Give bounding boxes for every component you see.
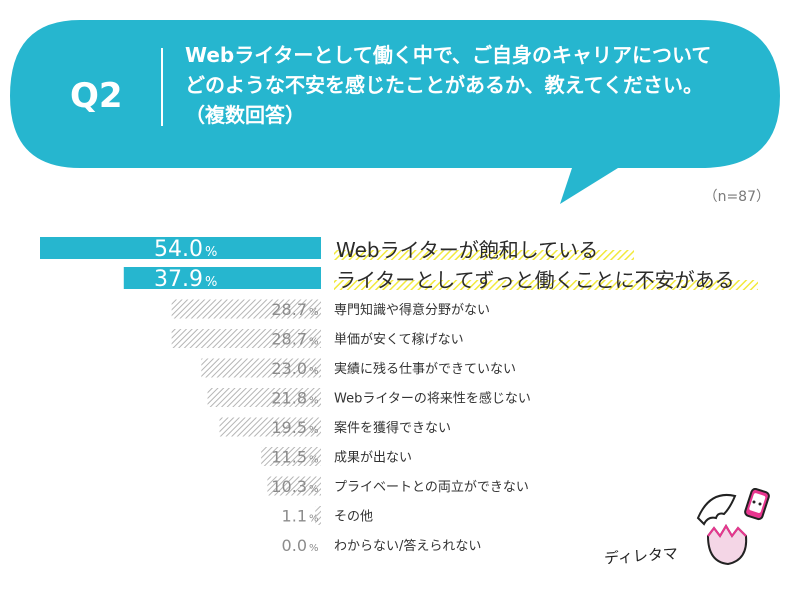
value-unit-3: % (309, 337, 319, 348)
category-label-8: プライベートとの両立ができない (334, 480, 529, 495)
bar-5 (207, 388, 321, 407)
category-label-5: Webライターの将来性を感じない (334, 391, 531, 407)
value-unit-5: % (309, 396, 319, 407)
bar-4 (201, 358, 321, 378)
category-label-4: 実績に残る仕事ができていない (334, 361, 516, 377)
speech-bubble (10, 20, 780, 204)
bar-0 (40, 237, 321, 259)
bar-6 (219, 417, 321, 437)
value-label-8: 10.3 (271, 477, 307, 496)
category-label-1: ライターとしてずっと働くことに不安がある (336, 268, 735, 292)
bar-3 (171, 329, 321, 348)
value-unit-0: % (205, 245, 217, 260)
bar-8 (267, 476, 321, 496)
category-label-2: 専門知識や得意分野がない (334, 302, 490, 318)
value-label-1: 37.9 (154, 267, 203, 292)
value-unit-6: % (309, 425, 319, 436)
value-label-5: 21.8 (271, 389, 307, 408)
bar-9 (315, 506, 321, 525)
question-divider (161, 48, 163, 126)
value-unit-10: % (309, 543, 319, 554)
category-label-6: 案件を獲得できない (334, 420, 451, 436)
bar-7 (261, 447, 321, 466)
value-label-0: 54.0 (154, 237, 203, 262)
question-text: Webライターとして働く中で、ご自身のキャリアについて どのような不安を感じたこ… (185, 43, 712, 127)
category-label-9: その他 (334, 510, 373, 525)
label-highlight-1 (334, 280, 758, 290)
value-label-3: 28.7 (271, 330, 307, 349)
value-unit-4: % (309, 366, 319, 377)
mascot-icon (696, 488, 770, 566)
category-label-0: Webライターが飽和している (336, 238, 598, 262)
value-label-4: 23.0 (271, 359, 307, 378)
sample-size: （n=87） (703, 189, 770, 205)
category-label-10: わからない/答えられない (334, 538, 481, 554)
category-label-7: 成果が出ない (334, 451, 412, 466)
category-label-3: 単価が安くて稼げない (334, 332, 464, 348)
value-label-2: 28.7 (271, 300, 307, 319)
value-unit-2: % (309, 307, 319, 318)
bar-2 (171, 299, 321, 319)
value-label-10: 0.0 (282, 536, 307, 555)
value-unit-8: % (309, 484, 319, 495)
question-number: Q2 (70, 76, 123, 116)
bar-1 (123, 267, 321, 289)
value-unit-9: % (309, 514, 319, 525)
value-label-7: 11.5 (271, 448, 307, 467)
value-label-6: 19.5 (271, 418, 307, 437)
label-highlight-0 (334, 250, 634, 260)
value-unit-7: % (309, 455, 319, 466)
value-unit-1: % (205, 275, 217, 290)
value-label-9: 1.1 (282, 507, 307, 526)
